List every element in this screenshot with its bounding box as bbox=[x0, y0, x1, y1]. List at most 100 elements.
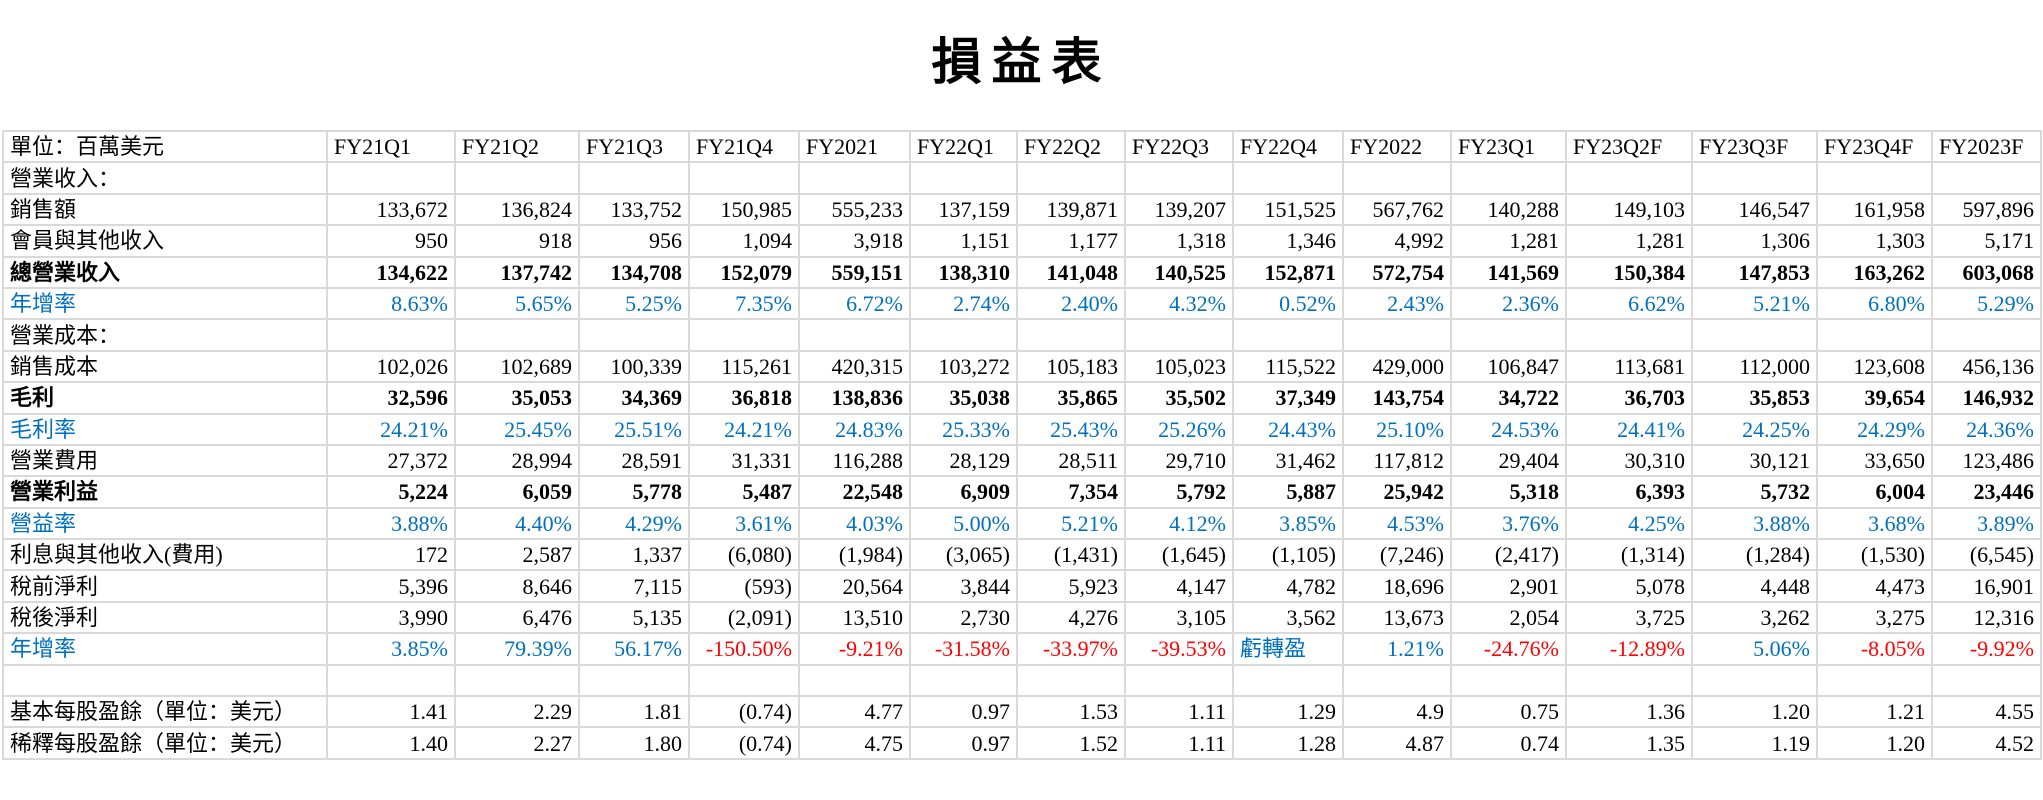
table-cell: 1.20 bbox=[1816, 726, 1933, 760]
column-header: FY22Q3 bbox=[1124, 129, 1234, 164]
table-cell: 28,129 bbox=[909, 443, 1018, 478]
row-label: 年增率 bbox=[2, 632, 328, 666]
table-cell: 5.00% bbox=[909, 506, 1018, 541]
table-cell: 113,681 bbox=[1565, 349, 1693, 384]
table-cell bbox=[1232, 663, 1344, 698]
table-cell: 3,262 bbox=[1691, 600, 1818, 635]
table-cell: 4.53% bbox=[1342, 506, 1452, 541]
table-cell: 152,871 bbox=[1232, 255, 1344, 289]
table-cell: 24.21% bbox=[326, 412, 456, 446]
page-title: 損益表 bbox=[931, 34, 1112, 90]
table-cell bbox=[1691, 161, 1818, 195]
table-cell: 1.35 bbox=[1565, 726, 1693, 760]
table-cell: 虧轉盈 bbox=[1232, 632, 1344, 666]
table-cell: 137,742 bbox=[454, 255, 580, 289]
table-cell: 3,725 bbox=[1565, 600, 1693, 635]
table-cell: 4.25% bbox=[1565, 506, 1693, 541]
row-label: 毛利率 bbox=[2, 412, 328, 446]
table-cell: 35,853 bbox=[1691, 381, 1818, 415]
table-cell: 3,990 bbox=[326, 600, 456, 635]
table-cell bbox=[1931, 663, 2042, 698]
table-row bbox=[2, 663, 2042, 698]
table-cell: 4.87 bbox=[1342, 726, 1452, 760]
table-row: 銷售成本 102,026 102,689 100,339 115,261 420,315 1… bbox=[2, 349, 2042, 384]
table-cell: 5,792 bbox=[1124, 475, 1234, 509]
table-cell bbox=[1342, 318, 1452, 352]
table-cell bbox=[1816, 318, 1933, 352]
table-cell: 1.29 bbox=[1232, 695, 1344, 729]
table-cell bbox=[1450, 663, 1567, 698]
table-cell: 572,754 bbox=[1342, 255, 1452, 289]
table-cell: 1.19 bbox=[1691, 726, 1818, 760]
table-cell: 1.52 bbox=[1016, 726, 1126, 760]
table-cell: 918 bbox=[454, 224, 580, 258]
table-cell: 32,596 bbox=[326, 381, 456, 415]
table-cell: 12,316 bbox=[1931, 600, 2042, 635]
table-cell bbox=[1450, 318, 1567, 352]
table-cell bbox=[1931, 318, 2042, 352]
column-header: FY23Q4F bbox=[1816, 129, 1933, 164]
table-cell: 3.85% bbox=[326, 632, 456, 666]
table-cell: 5,923 bbox=[1016, 569, 1126, 603]
table-cell: 1.80 bbox=[578, 726, 690, 760]
column-header: FY21Q1 bbox=[326, 129, 456, 164]
table-row: 營業費用 27,372 28,994 28,591 31,331 116,288 28,12… bbox=[2, 443, 2042, 478]
table-cell: 4,147 bbox=[1124, 569, 1234, 603]
table-cell: 4,992 bbox=[1342, 224, 1452, 258]
table-cell: (1,431) bbox=[1016, 538, 1126, 572]
table-cell: 141,048 bbox=[1016, 255, 1126, 289]
table-cell: 5.21% bbox=[1691, 286, 1818, 321]
table-cell: 567,762 bbox=[1342, 192, 1452, 227]
table-cell: 2.29 bbox=[454, 695, 580, 729]
table-cell: 5,318 bbox=[1450, 475, 1567, 509]
table-cell: 4,276 bbox=[1016, 600, 1126, 635]
table-cell: 456,136 bbox=[1931, 349, 2042, 384]
table-cell: 5,732 bbox=[1691, 475, 1818, 509]
table-cell: -8.05% bbox=[1816, 632, 1933, 666]
table-cell bbox=[1232, 318, 1344, 352]
table-cell: (0.74) bbox=[688, 726, 800, 760]
table-cell: 4.32% bbox=[1124, 286, 1234, 321]
table-cell: -33.97% bbox=[1016, 632, 1126, 666]
table-cell: 116,288 bbox=[798, 443, 911, 478]
table-cell: 1.21% bbox=[1342, 632, 1452, 666]
table-cell: 35,502 bbox=[1124, 381, 1234, 415]
table-cell: 134,708 bbox=[578, 255, 690, 289]
table-cell: 0.52% bbox=[1232, 286, 1344, 321]
row-label: 稅後淨利 bbox=[2, 600, 328, 635]
table-cell: 1,306 bbox=[1691, 224, 1818, 258]
table-cell: (2,091) bbox=[688, 600, 800, 635]
table-cell: (0.74) bbox=[688, 695, 800, 729]
table-cell: 6,059 bbox=[454, 475, 580, 509]
table-cell bbox=[1016, 318, 1126, 352]
row-label: 稅前淨利 bbox=[2, 569, 328, 603]
table-cell: 103,272 bbox=[909, 349, 1018, 384]
table-cell: 6.72% bbox=[798, 286, 911, 321]
table-cell: 6,476 bbox=[454, 600, 580, 635]
table-cell: 163,262 bbox=[1816, 255, 1933, 289]
column-header: FY21Q3 bbox=[578, 129, 690, 164]
table-cell: 24.53% bbox=[1450, 412, 1567, 446]
table-cell: 106,847 bbox=[1450, 349, 1567, 384]
table-cell: 3.88% bbox=[326, 506, 456, 541]
table-cell: 3.88% bbox=[1691, 506, 1818, 541]
table-cell: 139,207 bbox=[1124, 192, 1234, 227]
table-cell: 3.61% bbox=[688, 506, 800, 541]
table-cell: 3,105 bbox=[1124, 600, 1234, 635]
table-cell bbox=[326, 161, 456, 195]
column-header: FY2022 bbox=[1342, 129, 1452, 164]
table-cell: 559,151 bbox=[798, 255, 911, 289]
table-cell: 2,901 bbox=[1450, 569, 1567, 603]
table-cell: 24.83% bbox=[798, 412, 911, 446]
table-cell: 20,564 bbox=[798, 569, 911, 603]
table-cell: -12.89% bbox=[1565, 632, 1693, 666]
table-cell: 429,000 bbox=[1342, 349, 1452, 384]
table-cell: 139,871 bbox=[1016, 192, 1126, 227]
table-cell: 1.11 bbox=[1124, 695, 1234, 729]
table-cell: 2.36% bbox=[1450, 286, 1567, 321]
column-header: FY23Q2F bbox=[1565, 129, 1693, 164]
table-cell bbox=[1450, 161, 1567, 195]
table-cell: 4,473 bbox=[1816, 569, 1933, 603]
table-cell bbox=[688, 318, 800, 352]
table-cell: 0.97 bbox=[909, 695, 1018, 729]
